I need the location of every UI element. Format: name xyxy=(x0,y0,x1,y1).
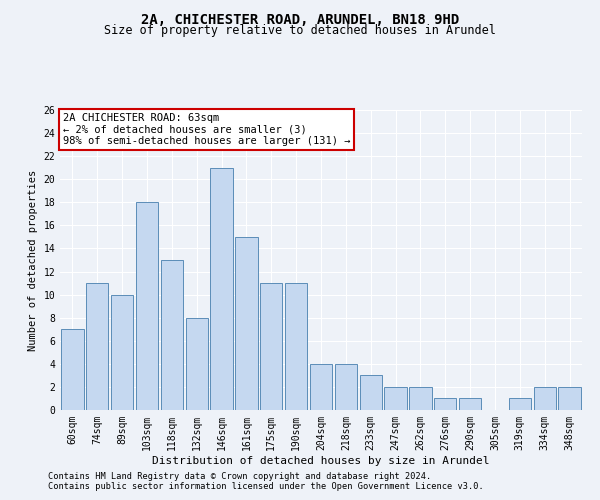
Text: Size of property relative to detached houses in Arundel: Size of property relative to detached ho… xyxy=(104,24,496,37)
Bar xyxy=(409,387,431,410)
Bar xyxy=(211,168,233,410)
Bar xyxy=(111,294,133,410)
Bar xyxy=(235,237,257,410)
Bar xyxy=(61,329,83,410)
Bar xyxy=(559,387,581,410)
Bar xyxy=(335,364,357,410)
Bar xyxy=(285,283,307,410)
Bar xyxy=(533,387,556,410)
Bar xyxy=(310,364,332,410)
Bar xyxy=(161,260,183,410)
Bar xyxy=(434,398,457,410)
Y-axis label: Number of detached properties: Number of detached properties xyxy=(28,170,38,350)
Text: 2A, CHICHESTER ROAD, ARUNDEL, BN18 9HD: 2A, CHICHESTER ROAD, ARUNDEL, BN18 9HD xyxy=(141,12,459,26)
Bar xyxy=(185,318,208,410)
Bar xyxy=(459,398,481,410)
Bar xyxy=(385,387,407,410)
Bar xyxy=(86,283,109,410)
Bar xyxy=(136,202,158,410)
Bar xyxy=(260,283,283,410)
Text: Contains public sector information licensed under the Open Government Licence v3: Contains public sector information licen… xyxy=(48,482,484,491)
Text: Contains HM Land Registry data © Crown copyright and database right 2024.: Contains HM Land Registry data © Crown c… xyxy=(48,472,431,481)
Bar xyxy=(359,376,382,410)
Bar xyxy=(509,398,531,410)
Text: 2A CHICHESTER ROAD: 63sqm
← 2% of detached houses are smaller (3)
98% of semi-de: 2A CHICHESTER ROAD: 63sqm ← 2% of detach… xyxy=(62,113,350,146)
X-axis label: Distribution of detached houses by size in Arundel: Distribution of detached houses by size … xyxy=(152,456,490,466)
